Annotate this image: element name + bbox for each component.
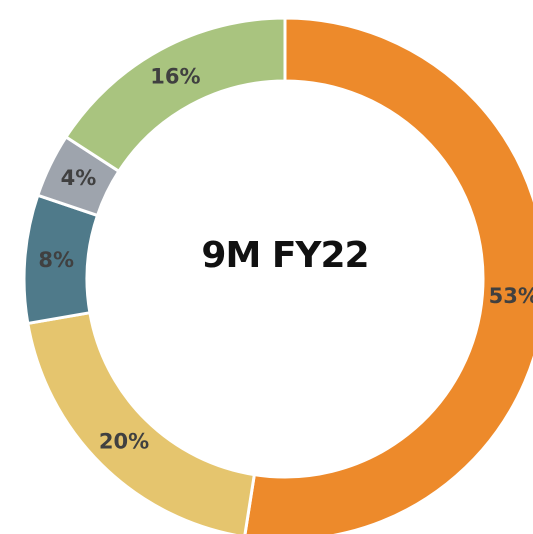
- data-label: 4%: [61, 166, 97, 190]
- data-label: 16%: [150, 64, 200, 88]
- data-label: 53%: [489, 284, 533, 308]
- donut-segment: [243, 16, 533, 534]
- data-label: 8%: [38, 248, 74, 272]
- data-label: 20%: [99, 430, 149, 454]
- donut: [22, 16, 533, 534]
- chart-title: 9M FY22: [201, 235, 368, 276]
- donut-segment: [63, 16, 287, 174]
- donut-segment: [26, 310, 257, 534]
